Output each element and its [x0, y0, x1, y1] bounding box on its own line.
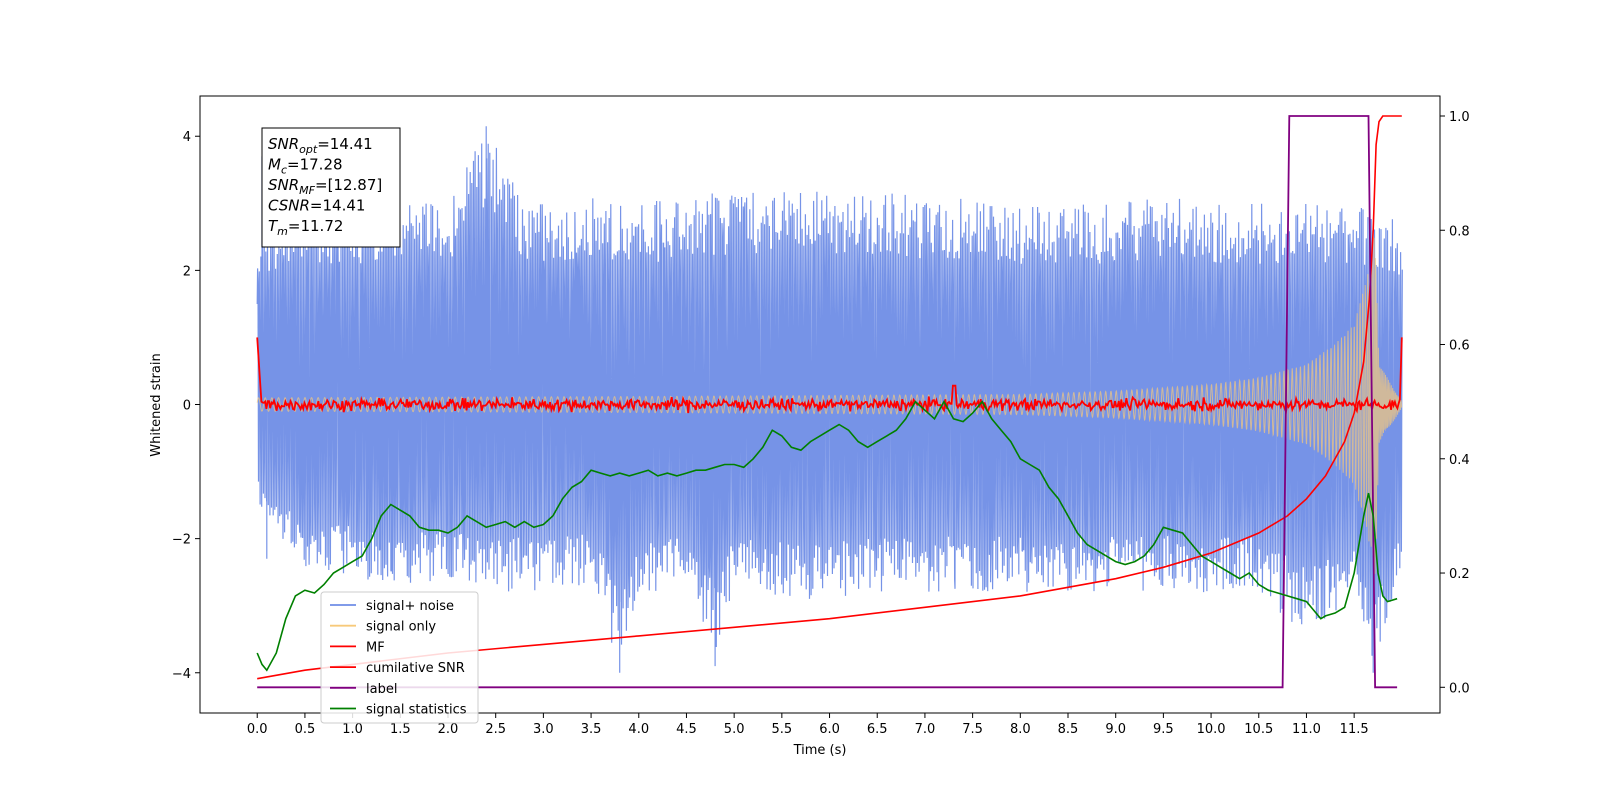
x-tick-label: 4.0: [628, 722, 649, 737]
y-left-tick-label: 2: [183, 264, 191, 279]
x-tick-label: 9.5: [1153, 722, 1174, 737]
legend-label: MF: [366, 640, 385, 655]
y-right-tick-label: 0.0: [1449, 681, 1470, 696]
annotation-line: Tm=11.72: [268, 217, 343, 238]
x-tick-label: 7.0: [915, 722, 936, 737]
series-cumulative-snr: [257, 115, 1402, 680]
y-axis-right: 1.0 0.8 0.6 0.4 0.2 0.0: [1440, 110, 1470, 696]
series-signal-statistics: [256, 399, 1398, 672]
series-label: [257, 115, 1398, 689]
x-tick-label: 1.5: [390, 722, 411, 737]
y-left-tick-label: −2: [172, 533, 191, 548]
x-tick-label: 7.5: [962, 722, 983, 737]
legend: signal+ noise signal only MF cumilative SNR…: [320, 591, 479, 724]
x-tick-label: 10.0: [1197, 722, 1226, 737]
y-right-tick-label: 1.0: [1449, 110, 1470, 125]
x-tick-label: 2.0: [438, 722, 459, 737]
x-tick-label: 2.5: [485, 722, 506, 737]
y-left-tick-label: 0: [183, 399, 191, 414]
y-right-tick-label: 0.4: [1449, 453, 1470, 468]
annotation-line: SNRopt=14.41: [268, 135, 373, 156]
y-right-tick-label: 0.6: [1449, 339, 1470, 354]
y-right-tick-label: 0.2: [1449, 567, 1470, 582]
annotation-frame: [261, 127, 401, 248]
legend-label: signal+ noise: [366, 599, 454, 614]
x-tick-label: 3.0: [533, 722, 554, 737]
x-tick-label: 11.5: [1340, 722, 1369, 737]
legend-label: signal only: [366, 620, 436, 635]
x-tick-label: 9.0: [1105, 722, 1126, 737]
x-tick-label: 3.5: [581, 722, 602, 737]
x-tick-label: 6.0: [819, 722, 840, 737]
x-tick-label: 0.0: [247, 722, 268, 737]
x-axis: 0.0 0.5 1.0 1.5 2.0 2.5 3.0 3.5 4.0 4.5 5.0 5.5 6.0 6…: [247, 713, 1369, 737]
legend-label: signal statistics: [366, 703, 467, 718]
x-tick-label: 5.5: [772, 722, 793, 737]
series-signal-only: [256, 237, 1403, 574]
legend-label: label: [366, 682, 397, 697]
x-tick-label: 1.0: [342, 722, 363, 737]
y-axis-title: Whitened strain: [149, 353, 164, 456]
x-tick-label: 10.5: [1244, 722, 1273, 737]
annotation-line: CSNR=14.41: [268, 197, 365, 215]
y-right-tick-label: 0.8: [1449, 224, 1470, 239]
x-axis-title: Time (s): [793, 743, 847, 758]
legend-label: cumilative SNR: [366, 661, 465, 676]
annotation-line: Mc=17.28: [268, 156, 343, 177]
plot-area: [256, 115, 1403, 689]
y-axis-left: 4 2 0 −2 −4: [172, 130, 200, 682]
y-left-tick-label: −4: [172, 667, 191, 682]
x-tick-label: 8.5: [1058, 722, 1079, 737]
y-left-tick-label: 4: [183, 130, 191, 145]
x-tick-label: 6.5: [867, 722, 888, 737]
x-tick-label: 5.0: [724, 722, 745, 737]
series-mf: [256, 337, 1403, 415]
x-tick-label: 4.5: [676, 722, 697, 737]
x-tick-label: 11.0: [1292, 722, 1321, 737]
x-tick-label: 8.0: [1010, 722, 1031, 737]
annotation-box: SNRopt=14.41Mc=17.28SNRMF=[12.87]CSNR=14…: [261, 127, 401, 248]
x-tick-label: 0.5: [295, 722, 316, 737]
annotation-line: SNRMF=[12.87]: [268, 176, 382, 197]
legend-frame: [320, 591, 479, 724]
